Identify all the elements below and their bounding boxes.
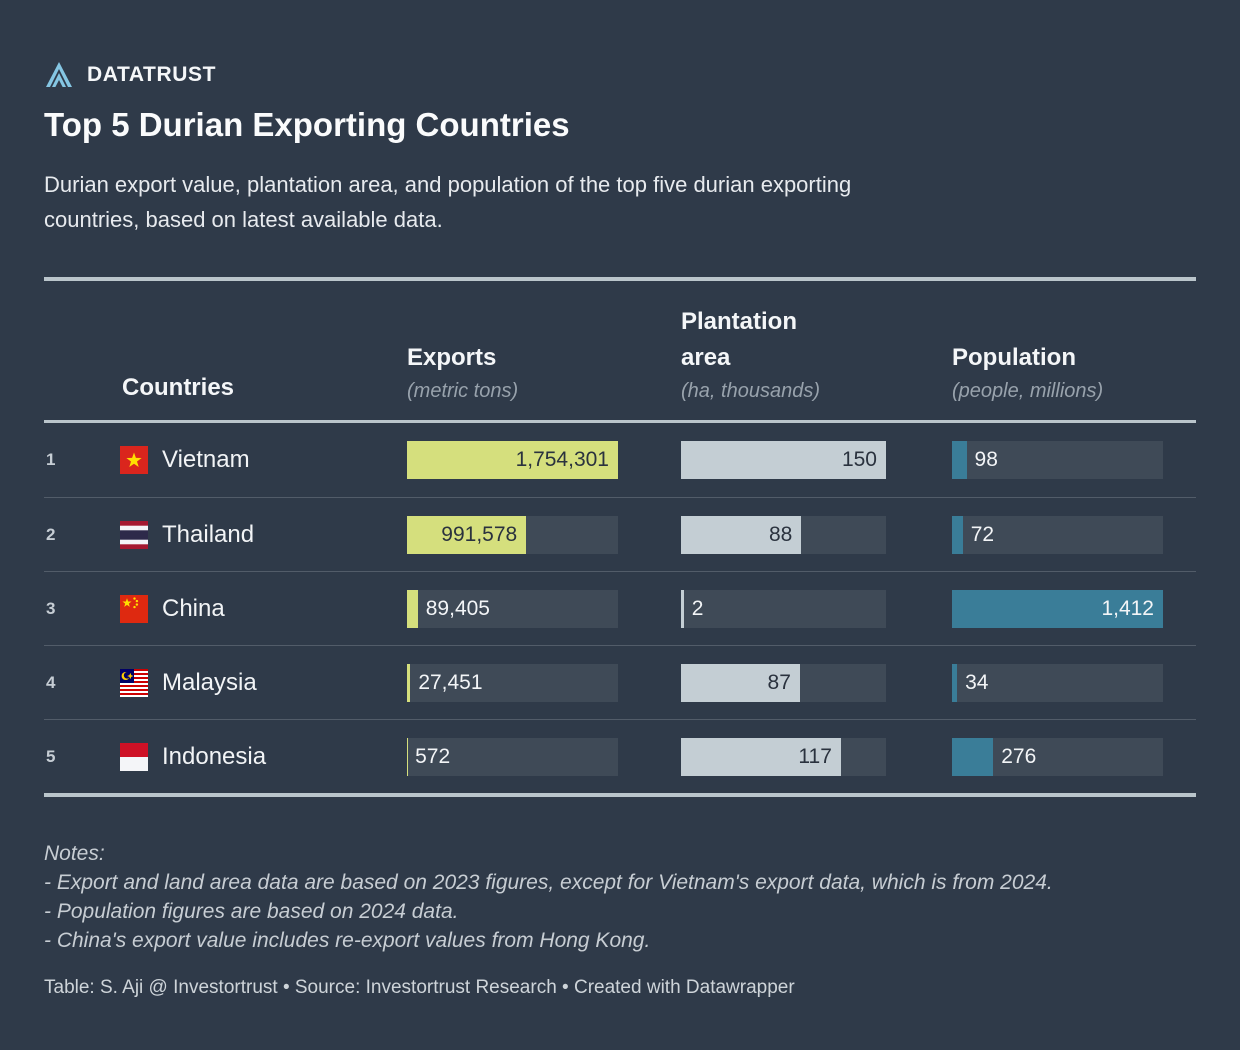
plantation-bar-fill: [681, 664, 800, 702]
population-bar-track: 1,412: [952, 590, 1163, 628]
column-label: Countries: [122, 374, 235, 401]
population-bar-value: 98: [974, 448, 998, 471]
exports-bar-track: 991,578: [407, 516, 618, 554]
country-name: Malaysia: [162, 668, 257, 696]
population-bar-value: 72: [970, 523, 995, 546]
exports-bar-value: 27,451: [418, 671, 483, 694]
population-bar-fill: [952, 441, 967, 479]
description-line: Durian export value, plantation area, an…: [44, 172, 852, 197]
plantation-bar-value: 88: [768, 523, 793, 546]
brand: DATATRUST: [44, 60, 1196, 90]
plantation-bar-track: 117: [681, 738, 886, 776]
column-label: Plantation area: [681, 308, 798, 371]
table-row: 4 Malaysia 27,451 87 34: [44, 645, 1196, 719]
description: Durian export value, plantation area, an…: [44, 167, 1196, 237]
plantation-bar-value: 150: [841, 448, 877, 471]
country-name: Indonesia: [162, 742, 267, 770]
country-name: Thailand: [162, 520, 255, 548]
page-title: Top 5 Durian Exporting Countries: [44, 106, 570, 143]
thailand-flag-icon: [120, 520, 148, 549]
plantation-bar-fill: [681, 738, 841, 776]
plantation-bar-value: 117: [798, 745, 832, 768]
column-header-exports: Exports (metric tons): [407, 340, 518, 406]
plantation-bar-track: 88: [681, 516, 886, 554]
population-bar-value: 1,412: [1101, 597, 1154, 620]
exports-bar-fill: [407, 664, 411, 702]
notes-line: Notes:: [44, 842, 105, 865]
exports-bar-fill: [407, 441, 618, 479]
plantation-bar-fill: [681, 441, 886, 479]
column-unit: (people, millions): [952, 380, 1104, 402]
table-row: 2 Thailand 991,578 88 72: [44, 497, 1196, 571]
table-top-rule: [44, 277, 1196, 281]
rank-label: 1: [46, 450, 56, 469]
column-header-plantation-area: Plantation area (ha, thousands): [681, 304, 831, 406]
rank-label: 2: [46, 524, 56, 544]
exports-bar-value: 572: [415, 745, 451, 768]
population-bar-fill: [952, 516, 963, 554]
vietnam-flag-icon: [120, 446, 148, 474]
plantation-bar-track: 2: [681, 590, 886, 628]
rank-label: 3: [46, 598, 56, 618]
exports-bar-track: 572: [407, 738, 618, 776]
indonesia-flag-icon: [120, 742, 148, 771]
rank-label: 5: [46, 746, 56, 766]
population-bar-track: 34: [952, 664, 1163, 702]
column-unit: (ha, thousands): [681, 380, 820, 402]
plantation-bar-value: 87: [767, 671, 791, 694]
population-bar-value: 34: [965, 671, 989, 694]
table-row: 1 Vietnam 1,754,301 150 98: [44, 423, 1196, 497]
plantation-bar-value: 2: [691, 597, 704, 620]
exports-bar-value: 89,405: [425, 597, 490, 620]
notes-line: - Export and land area data are based on…: [44, 871, 1053, 894]
exports-bar-value: 1,754,301: [515, 448, 609, 471]
population-bar-track: 276: [952, 738, 1163, 776]
country-name: Vietnam: [162, 446, 250, 473]
notes-line: - China's export value includes re-expor…: [44, 929, 651, 952]
table-body: 1 Vietnam 1,754,301 150 98 2 Thailand 991,578 88…: [44, 423, 1196, 793]
population-bar-value: 276: [1001, 745, 1037, 768]
notes-line: - Population figures are based on 2024 d…: [44, 900, 459, 923]
table-header: Countries Exports (metric tons) Plantati…: [44, 281, 1196, 423]
exports-bar-track: 27,451: [407, 664, 618, 702]
population-bar-track: 98: [952, 441, 1163, 479]
china-flag-icon: [120, 594, 148, 623]
population-bar-fill: [952, 664, 958, 702]
exports-bar-fill: [407, 516, 527, 554]
malaysia-flag-icon: [120, 668, 148, 697]
exports-bar-value: 991,578: [441, 523, 518, 546]
column-header-countries: Countries: [122, 370, 234, 406]
brand-name: DATATRUST: [87, 63, 217, 86]
column-label: Population: [952, 344, 1076, 371]
plantation-bar-track: 150: [681, 441, 886, 479]
exports-bar-track: 1,754,301: [407, 441, 618, 479]
country-name: China: [162, 594, 225, 622]
attribution-footer: Table: S. Aji @ Investortrust • Source: …: [44, 977, 795, 998]
column-header-population: Population (people, millions): [952, 340, 1103, 406]
table-row: 3 China 89,405 2 1,412: [44, 571, 1196, 645]
rank-label: 4: [46, 672, 56, 692]
population-bar-track: 72: [952, 516, 1163, 554]
plantation-bar-fill: [681, 516, 802, 554]
table-row: 5 Indonesia 572 117 276: [44, 719, 1196, 793]
plantation-bar-track: 87: [681, 664, 886, 702]
table-bottom-rule: [44, 793, 1196, 797]
description-line: countries, based on latest available dat…: [44, 207, 443, 232]
exports-bar-track: 89,405: [407, 590, 618, 628]
plantation-bar-fill: [681, 590, 684, 628]
population-bar-fill: [952, 738, 994, 776]
notes: Notes: - Export and land area data are b…: [44, 839, 1196, 955]
column-label: Exports: [407, 344, 497, 371]
population-bar-fill: [952, 590, 1163, 628]
brand-logo-icon: [44, 60, 74, 90]
exports-bar-fill: [407, 590, 418, 628]
column-unit: (metric tons): [407, 380, 519, 402]
